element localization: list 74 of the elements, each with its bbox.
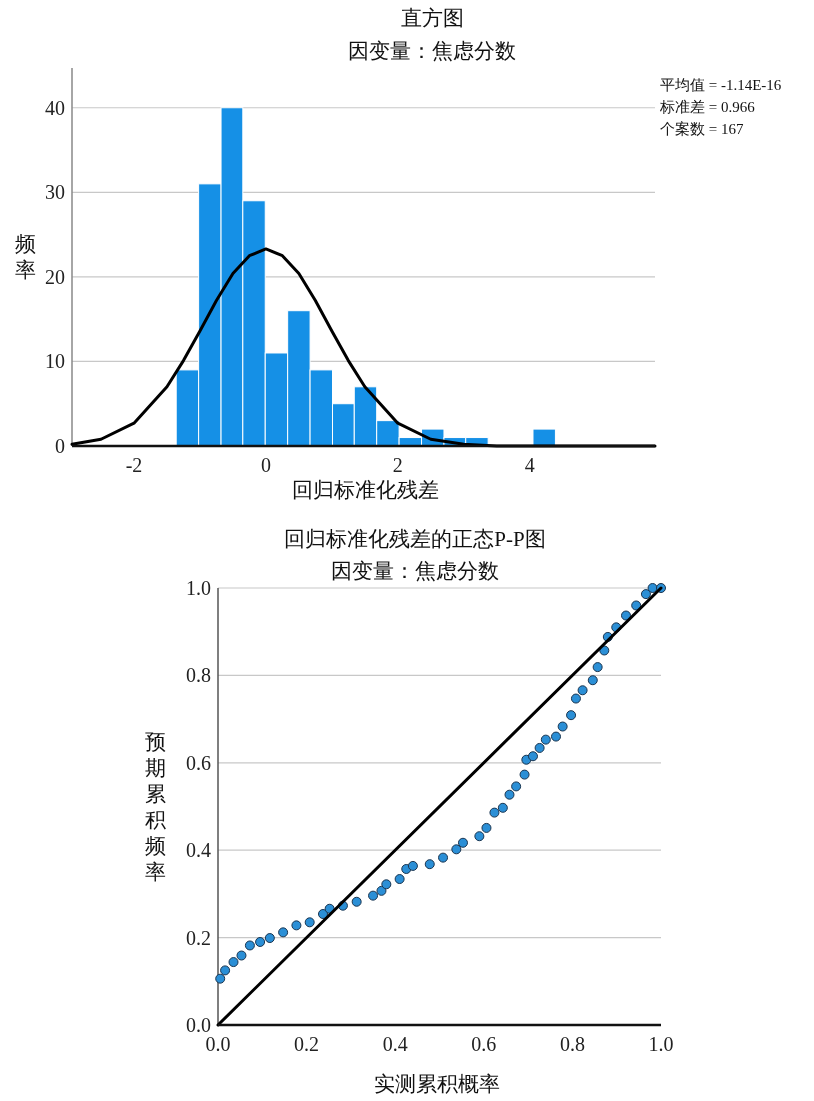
point [457, 837, 468, 848]
chart-subtitle: 因变量：焦虑分数 [348, 39, 516, 63]
point [228, 957, 239, 968]
point [534, 742, 545, 753]
line-series [70, 247, 657, 448]
point [551, 731, 562, 742]
y-axis-title: 预期累积频率 [144, 729, 166, 884]
point [215, 973, 226, 984]
y-tick-label: 20 [45, 265, 65, 288]
chart-title: 直方图 [400, 6, 464, 30]
point [264, 933, 275, 944]
point [489, 807, 500, 818]
point [291, 920, 302, 931]
x-tick-label: 2 [392, 454, 403, 476]
point [368, 890, 379, 901]
point [640, 589, 651, 600]
point [220, 965, 231, 976]
y-tick-label: 40 [45, 96, 65, 119]
x-axis-title: 实测累积概率 [374, 1072, 500, 1096]
y-tick-label: 10 [45, 350, 65, 373]
x-tick-label: -2 [125, 454, 143, 476]
point [381, 879, 392, 890]
point [566, 710, 577, 721]
point [511, 781, 522, 792]
point [497, 802, 508, 813]
x-tick-label: 1.0 [648, 1033, 674, 1055]
point [631, 600, 642, 611]
point [570, 693, 581, 704]
y-tick-label: 1.0 [186, 577, 211, 599]
point [504, 789, 515, 800]
x-tick-label: 0.2 [294, 1033, 320, 1055]
x-tick-label: 4 [524, 454, 535, 476]
y-axis-title: 频率 [14, 232, 36, 282]
point [451, 844, 462, 855]
point [621, 610, 631, 621]
text: 平均值 = -1.14E-16 [660, 77, 782, 93]
point [304, 917, 315, 928]
x-tick-label: 0.4 [382, 1033, 408, 1055]
point [647, 583, 658, 593]
point [474, 831, 485, 842]
x-tick-label: 0.6 [471, 1033, 497, 1055]
point [577, 685, 588, 696]
point [407, 860, 418, 871]
x-tick-label: 0.0 [205, 1033, 231, 1055]
point [481, 822, 492, 833]
point [244, 940, 255, 951]
text: 个案数 = 167 [660, 121, 744, 137]
point [255, 936, 266, 947]
point [592, 662, 603, 673]
x-tick-label: 0 [260, 454, 271, 476]
point [438, 852, 449, 863]
y-tick-label: 30 [45, 181, 65, 204]
point [527, 751, 538, 762]
point [519, 769, 530, 780]
point [236, 950, 247, 961]
y-tick-label: 0.6 [186, 751, 211, 774]
chart-title: 回归标准化残差的正态P-P图 [284, 527, 546, 551]
x-tick-label: 0.8 [559, 1033, 585, 1055]
x-axis-title: 回归标准化残差 [291, 478, 439, 502]
point [278, 927, 289, 938]
y-tick-label: 0.0 [186, 1014, 211, 1036]
y-tick-label: 0 [55, 435, 65, 457]
point [540, 734, 551, 745]
point [376, 885, 387, 896]
point [557, 721, 568, 732]
point [587, 675, 598, 686]
text: 标准差 = 0.966 [659, 99, 756, 115]
point [394, 874, 405, 885]
y-tick-label: 0.2 [186, 926, 211, 949]
y-tick-label: 0.4 [186, 839, 211, 862]
point [424, 859, 435, 870]
chart-subtitle: 因变量：焦虑分数 [331, 559, 499, 583]
point [351, 896, 362, 907]
y-tick-label: 0.8 [186, 664, 211, 687]
